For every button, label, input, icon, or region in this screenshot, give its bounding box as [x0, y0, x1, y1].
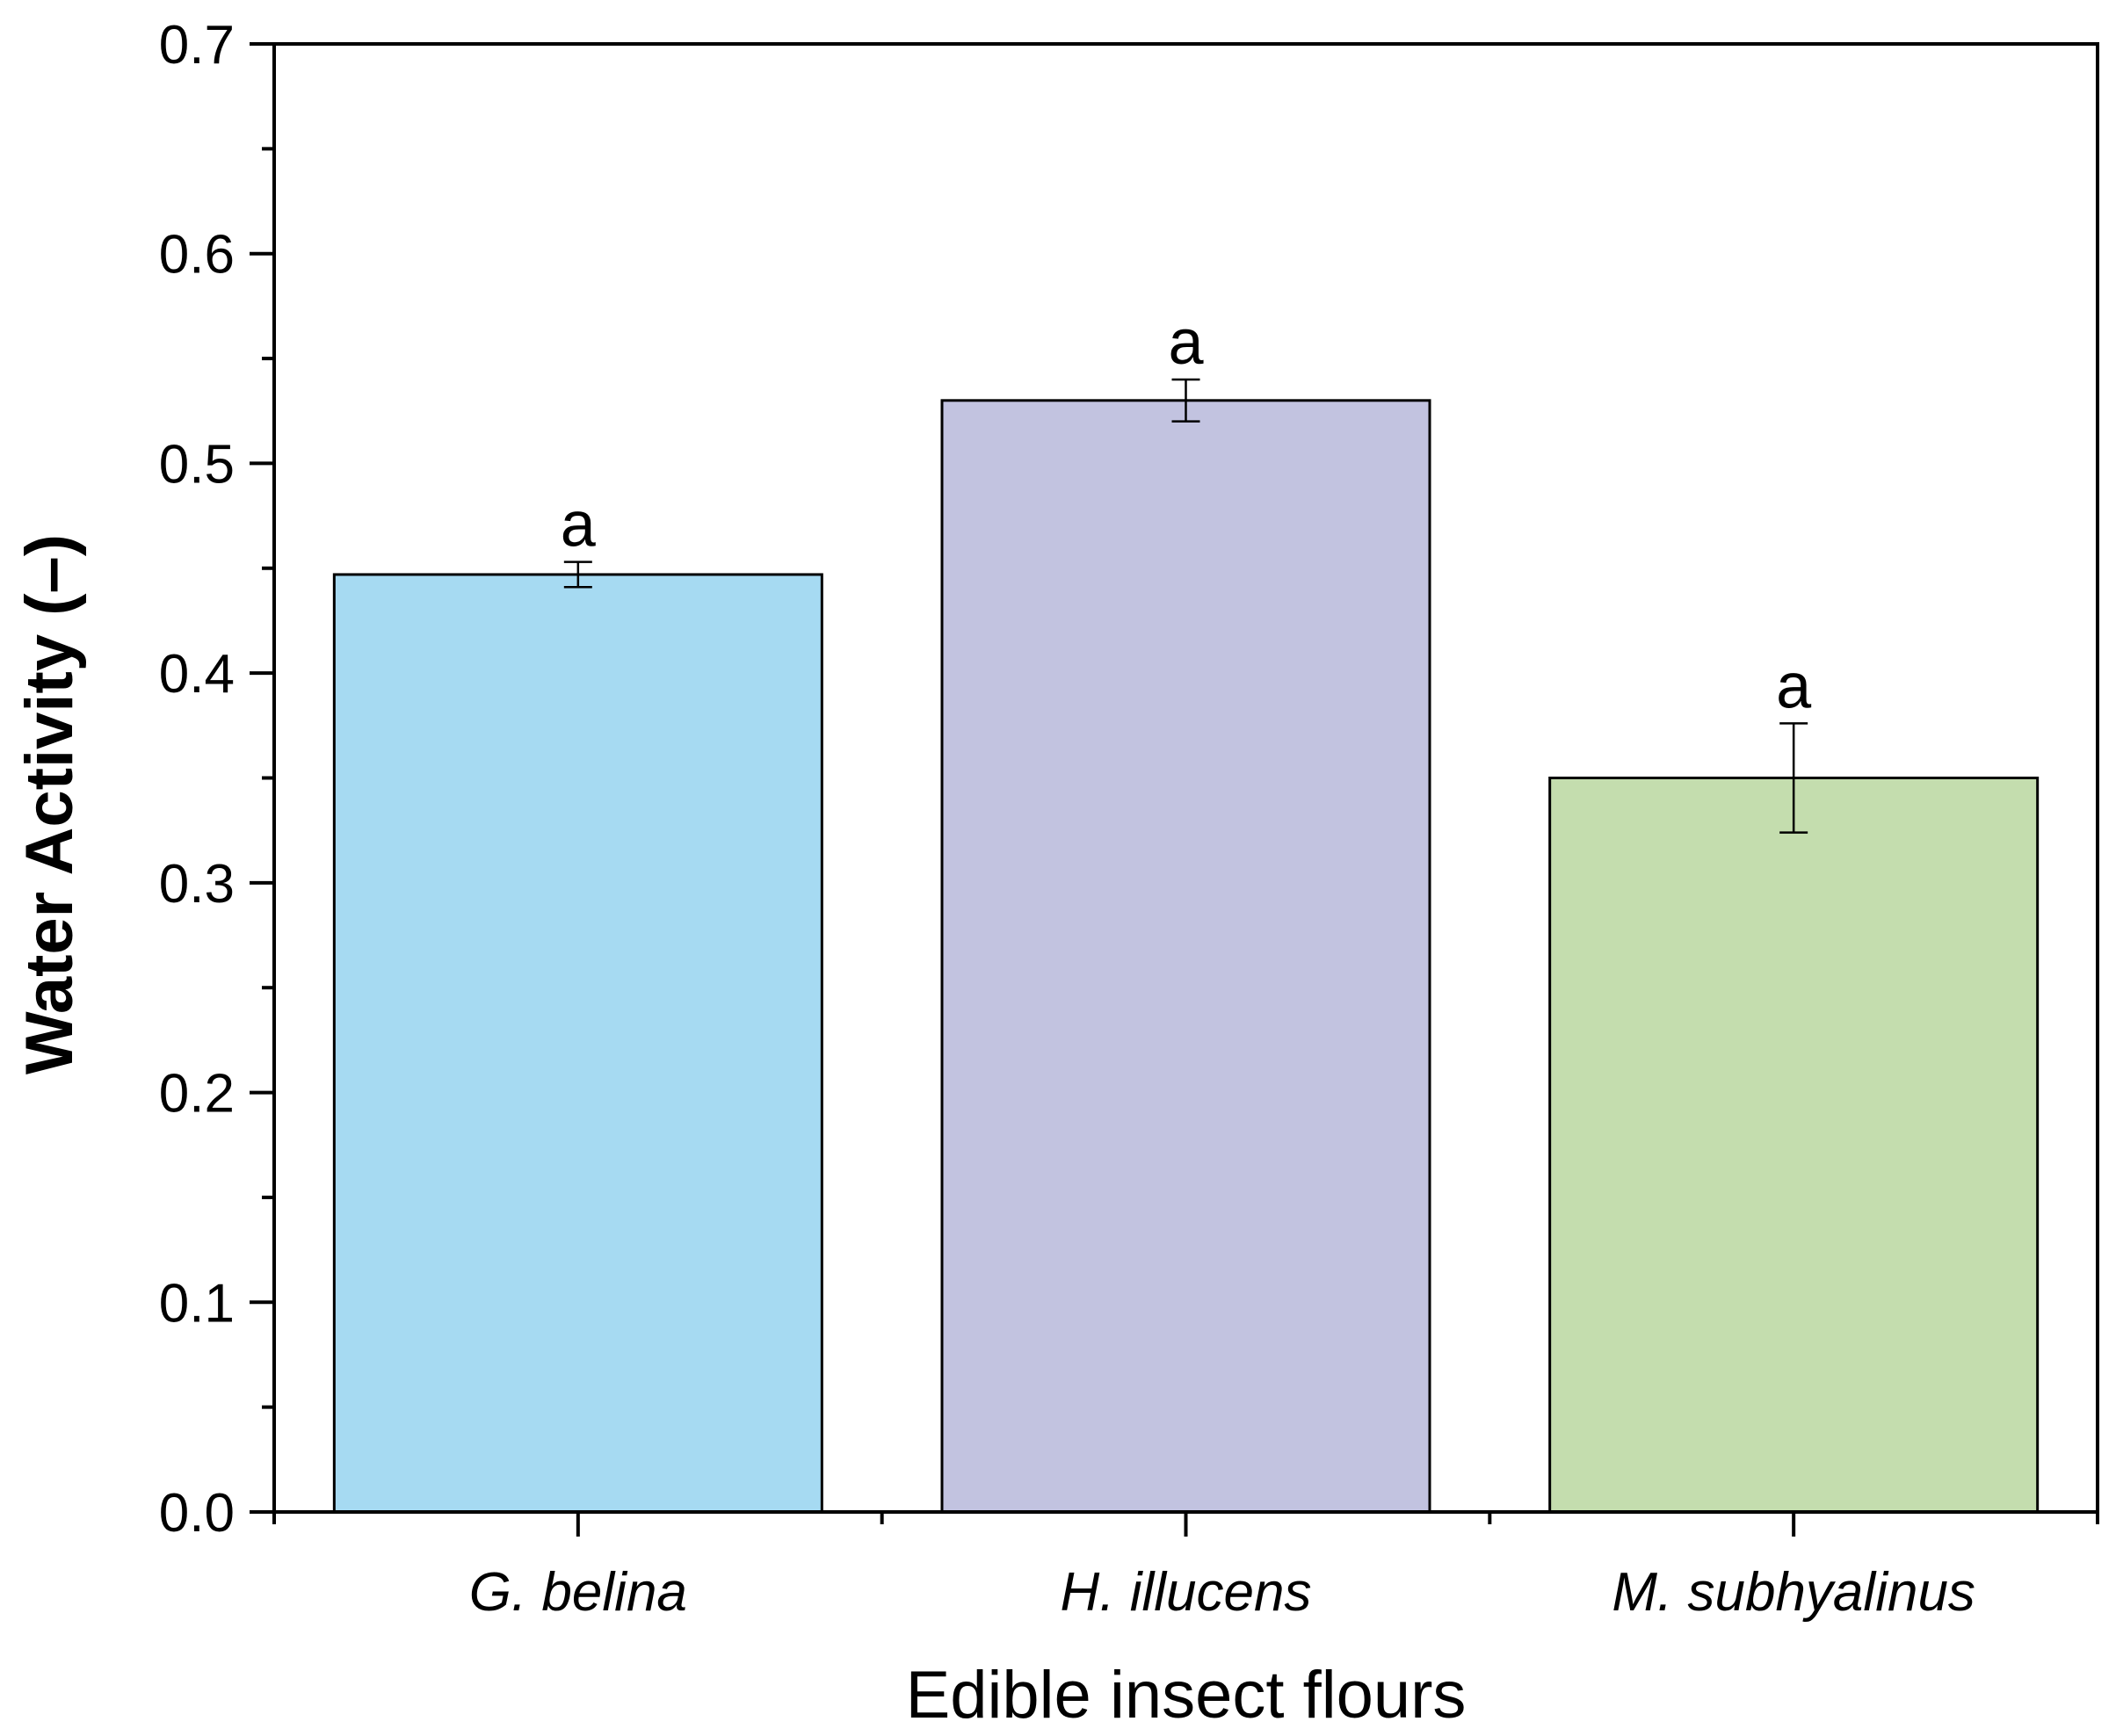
y-tick-label: 0.0	[159, 1483, 235, 1544]
y-tick-label: 0.5	[159, 434, 235, 495]
bar	[940, 399, 1431, 1514]
y-tick-label: 0.6	[159, 225, 235, 286]
bar	[332, 573, 823, 1514]
y-tick-label: 0.2	[159, 1064, 235, 1125]
error-bars-layer	[563, 378, 1808, 834]
significance-letter: a	[1776, 651, 1812, 721]
y-tick-label: 0.1	[159, 1273, 235, 1334]
x-tick-label: H. illucens	[1061, 1562, 1312, 1623]
y-tick-label: 0.3	[159, 854, 235, 915]
x-tick-label: M. subhyalinus	[1612, 1562, 1975, 1623]
y-axis: 0.0 0.1 0.2 0.3 0.4 0.5 0.6 0.7	[159, 15, 274, 1544]
significance-letter: a	[561, 490, 597, 561]
y-tick-label: 0.7	[159, 15, 235, 76]
bars-layer	[332, 399, 2040, 1514]
x-axis: G. belina H. illucens M. subhyalinus	[272, 1512, 2099, 1623]
significance-labels-layer: a a a	[561, 307, 1812, 721]
x-axis-title: Edible insect flours	[906, 1658, 1467, 1732]
significance-letter: a	[1168, 307, 1204, 378]
x-tick-label: G. belina	[469, 1562, 687, 1623]
y-axis-title: Water Activity (–)	[12, 534, 87, 1074]
y-tick-label: 0.4	[159, 644, 235, 705]
bar	[1548, 777, 2040, 1514]
